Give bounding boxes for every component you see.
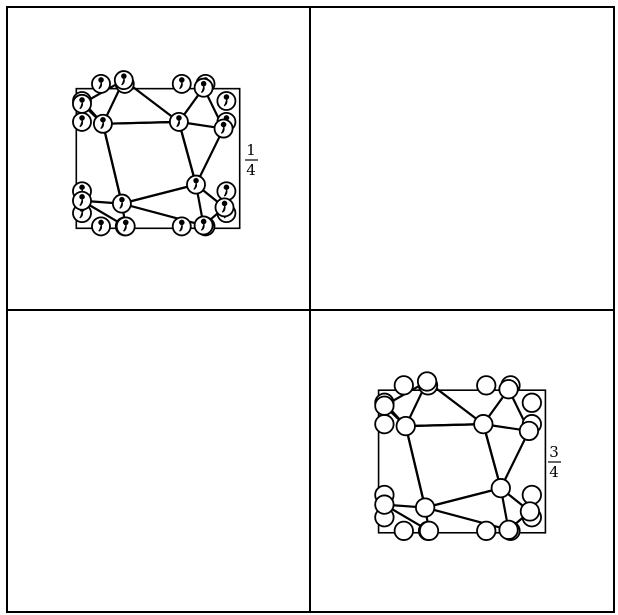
atom-mark — [100, 117, 106, 130]
atom-outer — [476, 520, 497, 541]
atom-mark — [200, 81, 207, 94]
atom-mark — [98, 77, 104, 90]
fraction-numerator: 1 — [246, 141, 256, 159]
atom-mark — [79, 194, 85, 207]
back-frame — [75, 87, 241, 230]
fraction-label-top-left: 1 4 — [245, 141, 258, 179]
back-square — [75, 87, 241, 230]
fraction-numerator: 3 — [549, 443, 559, 461]
bond — [103, 132, 121, 196]
atoms — [72, 70, 237, 237]
atom-mid — [418, 520, 440, 541]
bond — [433, 489, 493, 507]
atom-mark — [221, 200, 228, 213]
atom-mark — [179, 219, 185, 232]
atom-mark — [223, 94, 230, 107]
back-frame — [377, 389, 547, 534]
atom-mark — [122, 219, 129, 232]
atom-outer — [476, 375, 497, 396]
atom-mark — [121, 73, 127, 86]
bonds — [80, 78, 228, 228]
grid-frame — [6, 6, 615, 613]
front-bonds — [103, 121, 195, 203]
atom-outer — [521, 392, 542, 413]
bond — [499, 429, 531, 490]
bonds — [383, 380, 533, 532]
atom-mark — [223, 184, 230, 197]
atom-mark — [79, 97, 85, 110]
atom-mark — [98, 219, 104, 232]
atom-mid — [498, 519, 519, 540]
front-bonds — [406, 423, 500, 507]
back-square — [377, 389, 547, 534]
fraction-label-bottom-right: 3 4 — [548, 443, 561, 481]
atom-mark — [79, 115, 85, 128]
atom-mark — [179, 77, 185, 90]
fraction-denominator: 4 — [549, 463, 559, 481]
atom-mark — [220, 121, 227, 134]
bond — [484, 432, 500, 480]
bond — [414, 423, 475, 427]
atom-outer — [374, 414, 395, 435]
atom-outer — [521, 484, 542, 506]
bond — [194, 127, 225, 186]
bond — [111, 121, 170, 125]
atom-inner — [490, 478, 511, 499]
atoms — [374, 371, 542, 541]
bond — [180, 130, 195, 177]
molecule-bottom-right — [374, 371, 547, 541]
atom-inner — [473, 414, 494, 435]
atom-mid — [416, 371, 438, 392]
atom-mid — [498, 379, 519, 400]
atom-mark — [176, 115, 182, 128]
atom-mid — [374, 395, 395, 416]
atom-inner — [395, 415, 416, 437]
fraction-denominator: 4 — [246, 161, 256, 179]
molecule-top-left — [72, 70, 241, 237]
atom-inner — [415, 497, 436, 518]
atom-mid — [519, 501, 541, 522]
atom-mid — [374, 494, 395, 515]
bond — [406, 434, 425, 499]
bond — [130, 185, 188, 203]
atom-mid — [518, 420, 540, 442]
atom-outer — [393, 375, 414, 396]
atom-mark — [119, 196, 125, 209]
atom-mark — [193, 177, 199, 190]
atom-outer — [393, 520, 414, 541]
atom-mark — [200, 218, 207, 231]
